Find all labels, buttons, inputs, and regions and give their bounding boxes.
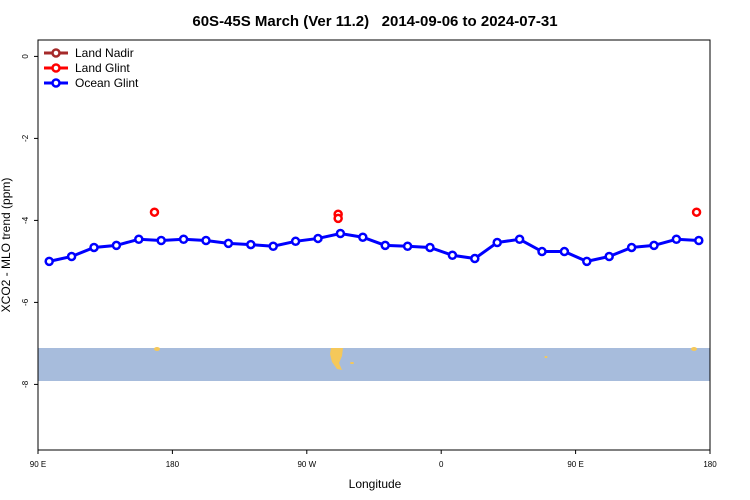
data-point [111, 240, 122, 251]
data-point [582, 256, 592, 267]
data-point [246, 239, 256, 250]
data-point [626, 242, 637, 253]
data-point [201, 235, 211, 246]
data-point [149, 207, 160, 217]
x-tick-label: 180 [703, 460, 717, 469]
legend-marker [51, 63, 61, 73]
legend-label: Land Glint [75, 61, 130, 75]
x-tick-label: 90 W [297, 460, 316, 469]
series-line [48, 231, 699, 263]
data-point [290, 236, 301, 247]
plot-frame [37, 39, 711, 451]
x-tick-label: 180 [166, 460, 180, 469]
legend-marker [51, 78, 61, 88]
data-point [402, 241, 413, 251]
y-axis-label: XCO2 - MLO trend (ppm) [0, 178, 13, 313]
data-point [268, 241, 278, 251]
x-axis-label: Longitude [349, 477, 402, 491]
data-point [447, 250, 458, 260]
data-point [223, 238, 234, 249]
data-point [178, 234, 189, 245]
data-point [671, 234, 682, 245]
data-point [691, 207, 702, 217]
data-point [604, 251, 614, 262]
data-point [470, 253, 480, 264]
y-tick-label: -6 [21, 298, 30, 306]
x-tick-label: 90 E [30, 460, 46, 469]
data-point [537, 246, 547, 257]
data-point [380, 240, 390, 251]
y-tick-label: -4 [21, 216, 30, 224]
y-tick-label: 0 [21, 54, 30, 59]
y-tick-label: -8 [21, 380, 30, 388]
data-point [89, 242, 99, 253]
data-point [44, 256, 54, 267]
legend-marker [51, 48, 61, 58]
data-point [333, 213, 343, 224]
data-point [335, 228, 346, 239]
x-tick-label: 0 [439, 460, 444, 469]
legend-label: Land Nadir [75, 46, 134, 60]
data-point [492, 237, 502, 248]
data-point [66, 251, 77, 262]
data-point [694, 235, 704, 246]
y-tick-label: -2 [21, 134, 30, 142]
data-point [425, 242, 435, 253]
data-point [358, 232, 368, 242]
data-point [134, 234, 144, 245]
x-tick-label: 90 E [567, 460, 583, 469]
data-point [559, 246, 570, 257]
data-point [649, 240, 659, 251]
data-point [156, 235, 166, 246]
data-point [313, 233, 323, 244]
legend-label: Ocean Glint [75, 76, 139, 90]
data-point [514, 234, 525, 245]
chart-title: 60S-45S March (Ver 11.2) 2014-09-06 to 2… [192, 13, 557, 30]
map-strip [38, 347, 710, 381]
